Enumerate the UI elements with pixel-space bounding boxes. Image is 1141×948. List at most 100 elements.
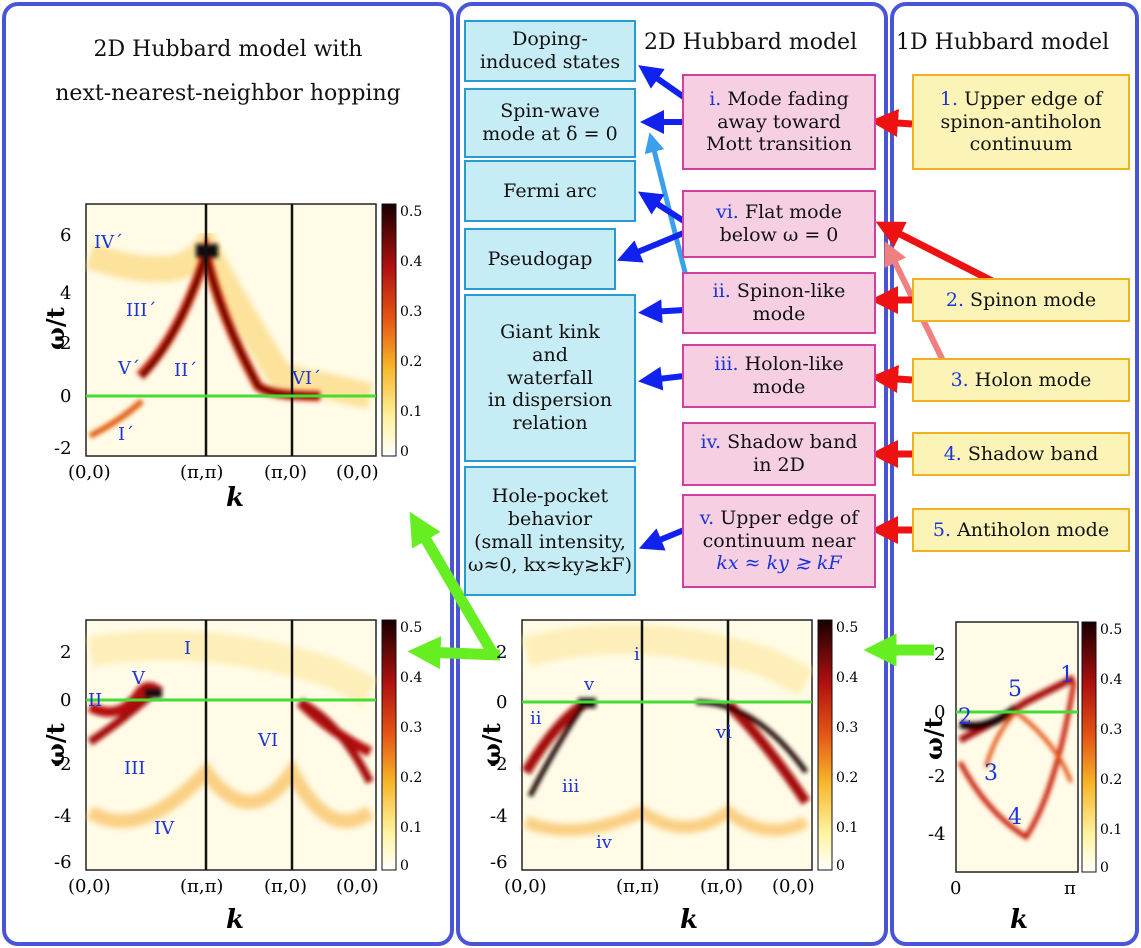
plot-tl-label-vi: VI´ [291, 368, 321, 389]
arrow-iii-to-kink [638, 366, 685, 391]
plot-br-ytick-0: 2 [934, 644, 945, 665]
plot-bl-ytick-3: -4 [54, 806, 72, 827]
yellow-box-1-num: 1. [939, 87, 959, 110]
plot-bottom-right: 2 0 -2 -4 ω/t 0 π k 1 5 2 3 4 0.5 0.4 0.… [919, 621, 1122, 935]
plot-tl-xtick-0: (0,0) [68, 462, 111, 483]
plot-br-xtick-1: π [1064, 878, 1076, 899]
pink-box-iii: iii. Holon-like mode [682, 344, 876, 408]
yellow-box-5-text: Antiholon mode [951, 518, 1110, 541]
plot-tl-label-v: V´ [117, 358, 140, 379]
plot-bm-xlabel: k [680, 905, 698, 935]
plot-tl-ytick-0: 6 [60, 225, 71, 246]
pink-box-vi-num: vi. [715, 201, 739, 224]
plot-bl-label-ii: II [88, 690, 102, 711]
plot-br-cbar-3: 0.2 [1100, 772, 1122, 788]
arrow-green-nnn-up [409, 511, 497, 655]
plot-tl-ytick-3: 0 [60, 386, 71, 407]
plot-bl-label-i: I [184, 638, 191, 659]
plot-bm-ytick-4: -6 [490, 852, 508, 873]
plot-bl-cbar-1: 0.4 [400, 670, 422, 686]
pink-box-i: i. Mode fading away toward Mott transiti… [682, 74, 876, 170]
yellow-box-3-num: 3. [950, 368, 969, 391]
plot-tl-ytick-1: 4 [60, 283, 71, 304]
plot-br-ytick-2: -2 [928, 766, 946, 787]
pink-box-ii-text: Spinon-like mode [736, 280, 846, 325]
plot-br-xlabel: k [1010, 905, 1028, 935]
plot-tl-ylabel: ω/t [41, 307, 70, 350]
pink-box-i-text: Mode fading away toward Mott transition [706, 87, 852, 156]
yellow-box-5-num: 5. [932, 518, 952, 541]
plot-bottom-left: 2 0 -2 -4 -6 ω/t (0,0) (π,π) (π,0) (0,0)… [41, 619, 422, 935]
plot-br-label-2: 2 [958, 705, 972, 730]
yellow-box-1-text: Upper edge of spinon-antiholon continuum [940, 87, 1103, 156]
yellow-box-3-text: Holon mode [968, 368, 1092, 391]
plot-bm-label-iv: iv [596, 832, 613, 853]
plot-bm-cbar-3: 0.2 [836, 770, 858, 786]
left-panel-title: 2D Hubbard model with next-nearest-neigh… [55, 37, 401, 106]
plot-tl-xtick-2: (π,0) [264, 462, 307, 483]
hole-pocket-box: Hole-pocket behavior (small intensity, ω… [464, 466, 636, 596]
plot-br-ylabel: ω/t [919, 717, 948, 760]
plot-bm-cbar-4: 0.1 [836, 820, 858, 836]
yellow-box-4-text: Shadow band [961, 442, 1099, 465]
yellow-box-2-text: Spinon mode [964, 288, 1097, 311]
plot-bl-label-v: V [131, 668, 146, 689]
plot-bm-cbar-0: 0.5 [836, 620, 858, 636]
plot-bl-label-iv: IV [154, 818, 175, 839]
plot-bl-xlabel: k [226, 905, 244, 935]
plot-bl-ylabel: ω/t [41, 723, 70, 766]
plot-bl-cbar-3: 0.2 [400, 770, 422, 786]
plot-tl-label-ii: II´ [174, 360, 197, 381]
pseudogap-box: Pseudogap [464, 228, 616, 290]
doping-induced-states-box: Doping- induced states [464, 20, 636, 82]
pink-box-iv: iv. Shadow band in 2D [682, 422, 876, 486]
arrow-ii-to-kink [638, 299, 685, 324]
pink-box-ii-num: ii. [712, 280, 731, 303]
yellow-box-5: 5. Antiholon mode [912, 508, 1130, 552]
arrow-i-to-doping [638, 65, 690, 103]
pink-box-ii: ii. Spinon-like mode [682, 272, 876, 334]
plot-bl-xtick-1: (π,π) [180, 876, 223, 897]
plot-bl-ytick-4: -6 [54, 852, 72, 873]
plot-tl-label-i: I´ [118, 424, 134, 445]
plot-tl-cbar-1: 0.4 [400, 254, 422, 270]
plot-bm-xtick-3: (0,0) [772, 876, 815, 897]
plot-br-cbar-1: 0.4 [1100, 672, 1122, 688]
plot-bm-ylabel: ω/t [477, 723, 506, 766]
pink-box-vi: vi. Flat mode below ω = 0 [682, 190, 876, 258]
pink-box-v: v. Upper edge of continuum near kx ≈ ky … [682, 494, 876, 588]
plot-bl-cbar-2: 0.3 [400, 720, 422, 736]
plot-br-label-5: 5 [1008, 677, 1022, 702]
yellow-box-4-num: 4. [943, 442, 962, 465]
plot-tl-cbar-5: 0 [400, 444, 409, 460]
plot-tl-ytick-4: -2 [54, 438, 72, 459]
arrow-v-to-holepocket [638, 527, 686, 551]
plot-tl-label-iv: IV´ [94, 232, 123, 253]
plot-br-label-4: 4 [1008, 805, 1022, 830]
plot-bm-xtick-2: (π,0) [700, 876, 743, 897]
pink-box-v-text: Upper edge of continuum near [702, 506, 859, 552]
plot-tl-colorbar [381, 203, 397, 457]
pink-box-iv-text: Shadow band in 2D [727, 431, 858, 476]
plot-bm-cbar-5: 0 [836, 858, 845, 874]
arrow-3-to-iii [870, 365, 913, 393]
yellow-box-1: 1. Upper edge of spinon-antiholon contin… [912, 74, 1130, 170]
arrow-vi-to-pseudogap [616, 229, 688, 263]
arrow-ii-to-spinwave [644, 132, 693, 293]
plot-bl-cbar-4: 0.1 [400, 820, 422, 836]
plot-br-cbar-2: 0.3 [1100, 722, 1122, 738]
pink-box-iii-num: iii. [714, 353, 739, 376]
plot-br-ytick-3: -4 [928, 824, 946, 845]
plot-bm-ytick-1: 0 [496, 692, 507, 713]
middle-panel-title: 2D Hubbard model [644, 30, 858, 55]
yellow-box-2: 2. Spinon mode [912, 278, 1130, 322]
plot-tl-ytick-2: 2 [60, 333, 71, 354]
plot-tl-cbar-2: 0.3 [400, 304, 422, 320]
pink-box-v-num: v. [699, 506, 715, 529]
plot-br-cbar-4: 0.1 [1100, 822, 1122, 838]
plot-bm-label-i: i [634, 644, 640, 665]
plot-bl-colorbar [381, 619, 397, 871]
plot-bm-label-vi: vi [715, 722, 732, 743]
plot-br-cbar-0: 0.5 [1100, 622, 1122, 638]
plot-bl-cbar-5: 0 [400, 858, 409, 874]
